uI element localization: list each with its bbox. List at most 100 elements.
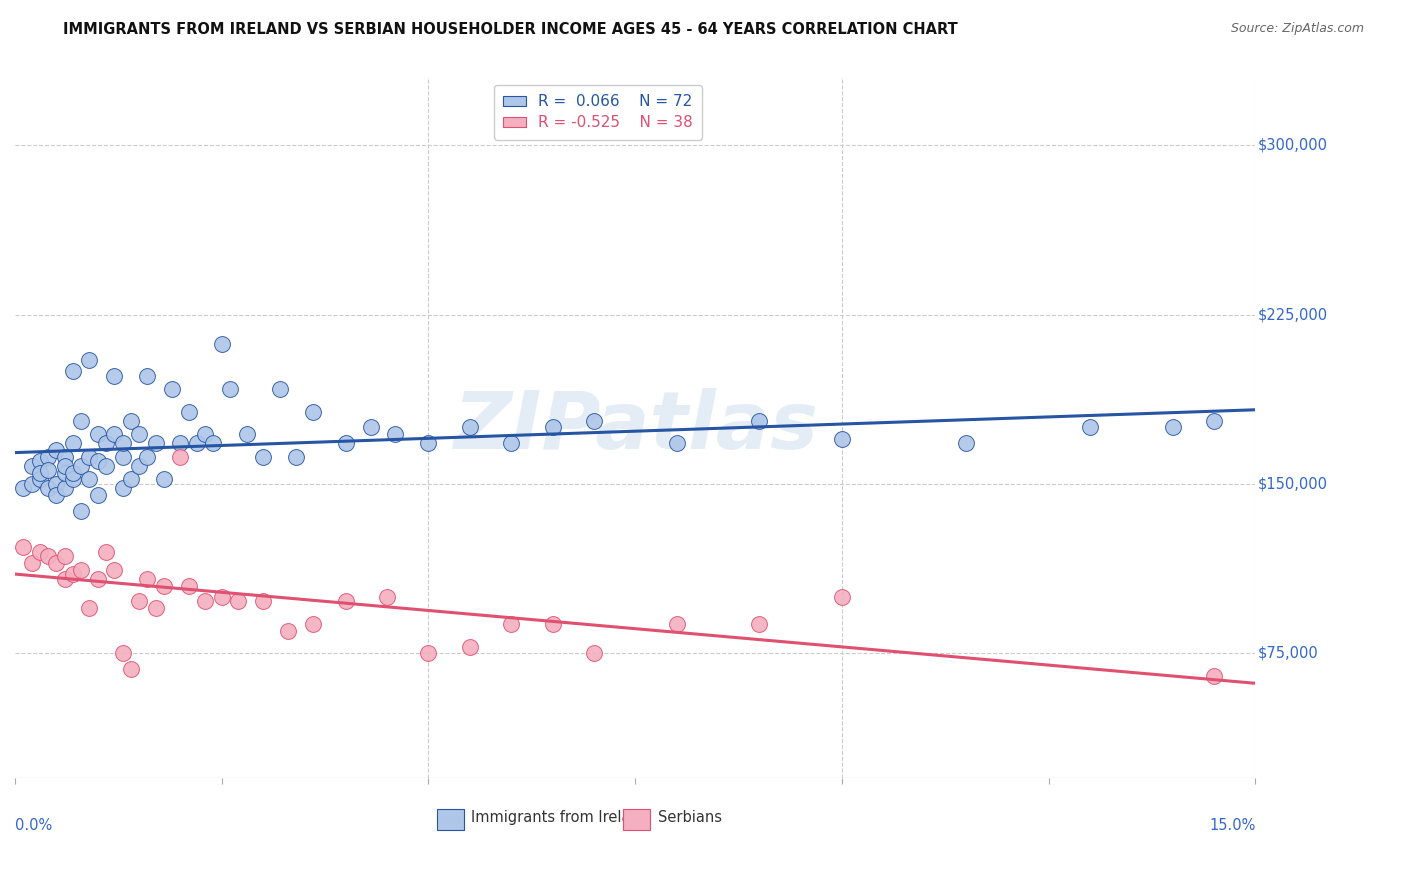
Point [28,466,51,480]
Point [194,427,217,442]
Point [103,427,125,442]
Point [541,420,564,434]
Point [13,540,35,554]
Point [219,382,242,396]
Point [70,563,93,577]
FancyBboxPatch shape [437,809,464,830]
Text: $300,000: $300,000 [1258,137,1327,153]
Point [28,544,51,558]
Text: 0.0%: 0.0% [15,818,52,833]
Point [211,590,233,604]
Point [62,466,84,480]
Point [45,556,67,570]
Point [128,427,150,442]
Point [13,482,35,496]
Point [153,578,176,592]
Point [45,443,67,458]
Text: ZIPatlas: ZIPatlas [453,389,818,467]
Point [748,616,770,631]
Point [94,458,117,473]
Point [211,337,233,351]
Point [186,436,208,450]
Point [1078,420,1101,434]
Point [79,450,101,464]
Point [418,646,440,660]
Point [62,364,84,378]
Point [86,454,108,468]
Point [20,458,42,473]
Point [145,601,167,615]
Point [269,382,291,396]
Point [202,436,225,450]
Point [45,488,67,502]
Point [1202,414,1225,428]
Point [582,414,605,428]
Point [335,594,357,608]
Point [28,472,51,486]
Point [177,578,200,592]
Point [831,432,853,446]
Point [136,368,159,383]
Point [335,436,357,450]
Point [70,414,93,428]
Point [501,436,523,450]
Point [169,450,191,464]
Point [79,601,101,615]
Point [111,436,134,450]
Point [28,454,51,468]
Point [160,382,183,396]
Point [94,436,117,450]
Point [79,352,101,367]
Point [79,472,101,486]
Text: Immigrants from Ireland: Immigrants from Ireland [471,810,650,825]
Point [177,405,200,419]
Point [86,488,108,502]
Point [53,572,76,586]
Point [235,427,257,442]
Text: Serbians: Serbians [658,810,721,825]
Point [120,662,142,676]
Point [103,563,125,577]
Point [53,450,76,464]
Point [748,414,770,428]
Point [136,572,159,586]
Point [277,624,299,638]
Point [458,640,481,654]
Point [111,482,134,496]
Point [169,436,191,450]
Point [111,646,134,660]
Point [1161,420,1184,434]
Point [37,482,59,496]
Point [501,616,523,631]
Text: $225,000: $225,000 [1258,307,1329,322]
Point [20,477,42,491]
Point [111,450,134,464]
Legend: R =  0.066    N = 72, R = -0.525    N = 38: R = 0.066 N = 72, R = -0.525 N = 38 [494,85,702,139]
Point [665,616,688,631]
Point [665,436,688,450]
Point [541,616,564,631]
Point [37,549,59,564]
Point [375,590,398,604]
Text: IMMIGRANTS FROM IRELAND VS SERBIAN HOUSEHOLDER INCOME AGES 45 - 64 YEARS CORRELA: IMMIGRANTS FROM IRELAND VS SERBIAN HOUSE… [63,22,957,37]
Point [128,594,150,608]
Point [70,504,93,518]
Point [53,549,76,564]
Point [53,482,76,496]
Point [103,368,125,383]
Point [301,616,323,631]
Point [70,458,93,473]
Point [128,458,150,473]
Point [285,450,308,464]
Point [120,414,142,428]
Point [831,590,853,604]
Text: $75,000: $75,000 [1258,646,1319,661]
Point [94,544,117,558]
Point [53,466,76,480]
Point [153,472,176,486]
Point [252,594,274,608]
Point [1202,669,1225,683]
Text: Source: ZipAtlas.com: Source: ZipAtlas.com [1230,22,1364,36]
Point [582,646,605,660]
Point [62,436,84,450]
